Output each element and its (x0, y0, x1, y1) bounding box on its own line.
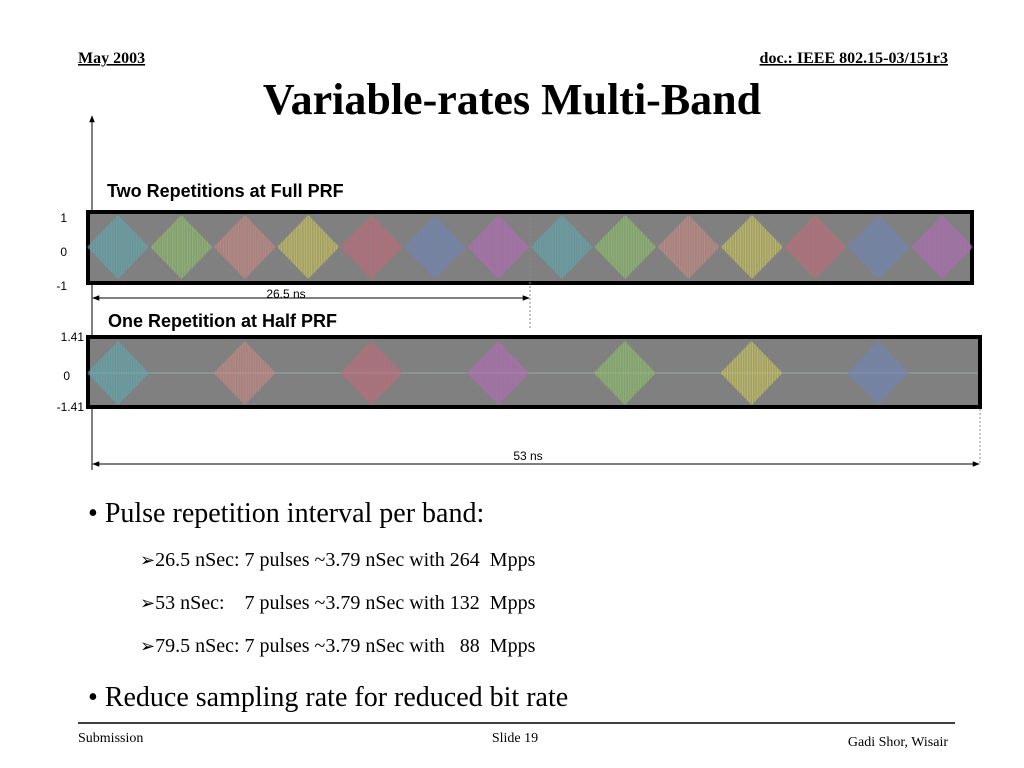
footer-left: Submission (78, 731, 143, 746)
axis-label: 1 (60, 211, 67, 225)
axis-label: -1 (56, 279, 67, 293)
footer-center: Slide 19 (492, 731, 538, 746)
pulse (467, 341, 530, 405)
pulse (657, 215, 720, 279)
bullet: Pulse repetition interval per band: (88, 498, 484, 530)
pulse (847, 341, 910, 405)
axis-label: 1.41 (61, 330, 85, 344)
pulse (87, 215, 149, 279)
footer-right: Gadi Shor, Wisair (848, 735, 948, 750)
pulse (594, 215, 657, 279)
pulse (87, 341, 149, 405)
span-label: 53 ns (513, 449, 542, 463)
pulse (404, 215, 466, 279)
axis-label: 0 (63, 369, 70, 383)
top-pulses (87, 215, 974, 279)
pulse (784, 215, 847, 279)
pulse (593, 341, 656, 405)
bullet: Reduce sampling rate for reduced bit rat… (88, 682, 568, 714)
pulse (847, 215, 910, 279)
pulse (720, 341, 783, 405)
pulse (530, 215, 593, 279)
axis-label: 0 (60, 245, 67, 259)
sub-bullet: 26.5 nSec: 7 pulses ~3.79 nSec with 264 … (140, 549, 535, 572)
header-doc: doc.: IEEE 802.15-03/151r3 (760, 50, 948, 67)
sub-bullet: 53 nSec: 7 pulses ~3.79 nSec with 132 Mp… (140, 592, 535, 615)
pulse (721, 215, 783, 279)
axis-label: -1.41 (57, 400, 85, 414)
pulse (277, 215, 340, 279)
pulse (213, 341, 276, 405)
sub-bullet: 79.5 nSec: 7 pulses ~3.79 nSec with 88 M… (140, 635, 535, 658)
bottom-pulses (87, 341, 910, 405)
header-date: May 2003 (78, 50, 145, 67)
span-label: 26.5 ns (266, 287, 305, 301)
pulse (150, 215, 213, 279)
bottom-panel (86, 335, 982, 409)
pulse (340, 341, 403, 405)
top-panel-label: Two Repetitions at Full PRF (107, 181, 344, 201)
slide-title: Variable-rates Multi-Band (263, 75, 761, 124)
pulse (911, 215, 974, 279)
pulse (467, 215, 530, 279)
pulse (213, 215, 276, 279)
pulse (340, 215, 403, 279)
bottom-panel-label: One Repetition at Half PRF (108, 311, 337, 331)
